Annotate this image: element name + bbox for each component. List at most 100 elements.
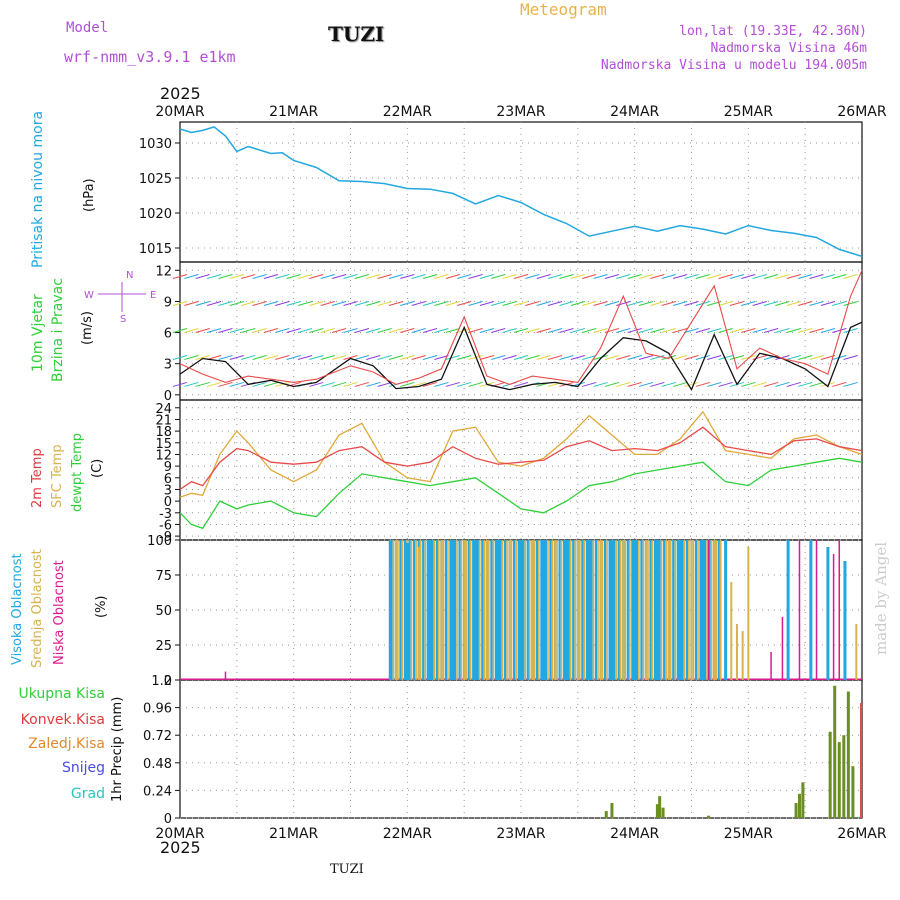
low-cloud-bar xyxy=(707,540,710,680)
low-cloud-bar xyxy=(770,652,772,680)
mid-cloud-fill-bar xyxy=(501,540,504,680)
wind-arrow xyxy=(684,381,699,387)
wind-arrow xyxy=(718,354,733,360)
wind-arrow xyxy=(729,301,745,306)
mid-cloud-fill-bar xyxy=(524,540,527,680)
mid-cloud-fill-bar xyxy=(551,540,554,680)
mid-cloud-fill-bar xyxy=(492,540,495,680)
wind-arrow xyxy=(582,274,597,280)
mid-cloud-fill-bar xyxy=(710,540,713,680)
wind-arrow xyxy=(184,274,199,280)
high-cloud-fill-bar xyxy=(558,540,561,680)
total-precip-bar xyxy=(842,735,846,818)
total-precip-bar xyxy=(658,796,662,818)
wind-arrow xyxy=(286,301,301,306)
station-title: TUZI xyxy=(328,22,385,46)
high-cloud-bar xyxy=(587,540,591,680)
wind-arrow xyxy=(672,328,688,333)
wind-arrow xyxy=(604,274,620,280)
total-precip-bar xyxy=(797,793,801,818)
wind-arrow xyxy=(411,274,426,280)
wind-arrow xyxy=(172,328,188,333)
y-tick-label: 3 xyxy=(164,358,172,373)
wind-arrow xyxy=(570,354,585,360)
x-tick-bottom-label: 20MAR xyxy=(155,826,204,842)
mid-cloud-fill-bar xyxy=(556,540,558,680)
wind-arrow xyxy=(366,301,381,306)
wind-arrow xyxy=(400,381,415,387)
wind-arrow xyxy=(354,381,370,387)
wind-arrow xyxy=(604,301,620,306)
wind-arrow xyxy=(650,381,665,387)
mid-cloud-fill-bar xyxy=(624,540,627,680)
wind-arrow xyxy=(570,328,585,333)
high-cloud-fill-bar xyxy=(640,540,643,680)
mid-cloud-fill-bar xyxy=(506,540,508,680)
wind-arrow xyxy=(638,274,654,280)
wind-arrow xyxy=(752,301,767,306)
high-cloud-fill-bar xyxy=(563,540,566,680)
wind-arrow xyxy=(434,354,449,360)
mid-cloud-fill-bar xyxy=(569,540,572,680)
wind-arrow xyxy=(206,301,222,306)
wind-arrow xyxy=(843,354,858,360)
wind-arrow xyxy=(263,301,279,306)
wind-arrow xyxy=(206,274,222,280)
wind-arrow xyxy=(502,274,517,280)
wind-arrow xyxy=(582,328,597,333)
wind-arrow xyxy=(525,328,540,333)
wind-arrow xyxy=(547,328,563,333)
wind-arrow xyxy=(218,354,233,360)
wind-arrow xyxy=(331,274,347,280)
wind-arrow xyxy=(820,301,836,306)
wind-arrow xyxy=(229,274,244,280)
model-label: Model xyxy=(66,20,109,36)
wind-arrow xyxy=(547,354,563,360)
mid-cloud-fill-bar xyxy=(601,540,604,680)
total-precip-bar xyxy=(833,685,837,818)
wind-arrow xyxy=(775,301,790,306)
wind-arrow xyxy=(798,301,813,306)
wind-arrow xyxy=(388,328,404,333)
y-tick-label: -9 xyxy=(159,530,172,545)
high-cloud-fill-bar xyxy=(467,540,470,680)
y-tick-label: 50 xyxy=(155,604,172,619)
total-precip-bar xyxy=(801,782,805,818)
wind-arrow xyxy=(388,354,404,360)
high-cloud-fill-bar xyxy=(572,540,575,680)
wind-arrow xyxy=(513,274,529,280)
wind-arrow xyxy=(331,381,347,387)
wind-arrow xyxy=(184,381,199,387)
wind-arrow xyxy=(229,354,244,360)
x-tick-top-label: 26MAR xyxy=(837,104,886,120)
mid-cloud-bar xyxy=(576,540,579,680)
wind-arrow xyxy=(411,301,426,306)
wind-arrow xyxy=(263,328,279,333)
wind-arrow xyxy=(763,381,779,387)
mid-cloud-fill-bar xyxy=(560,540,563,680)
wind-arrow xyxy=(638,328,654,333)
mid-cloud-fill-bar xyxy=(392,540,395,680)
mid-cloud-fill-bar xyxy=(574,540,577,680)
total-precip-bar xyxy=(828,731,832,818)
wind-arrow xyxy=(195,328,210,333)
high-cloud-fill-bar xyxy=(626,540,629,680)
y-tick-label: 1020 xyxy=(139,207,172,222)
wind-arrow xyxy=(241,274,256,280)
wind-arrow xyxy=(309,274,324,280)
wind-arrow xyxy=(491,301,506,306)
precip-side-label-2: Konvek.Kisa xyxy=(20,712,105,728)
high-cloud-bar xyxy=(786,540,790,680)
wind-arrow xyxy=(786,274,801,280)
wind-arrow xyxy=(457,274,472,280)
high-cloud-bar xyxy=(826,547,830,680)
wind-arrow xyxy=(275,381,290,387)
wind-arrow xyxy=(241,354,256,360)
wind-arrow xyxy=(411,354,426,360)
high-cloud-fill-bar xyxy=(617,540,620,680)
mid-cloud-fill-bar xyxy=(638,540,640,680)
wind-arrow xyxy=(593,274,608,280)
wind-arrow xyxy=(661,381,676,387)
wind-arrow xyxy=(331,301,347,306)
